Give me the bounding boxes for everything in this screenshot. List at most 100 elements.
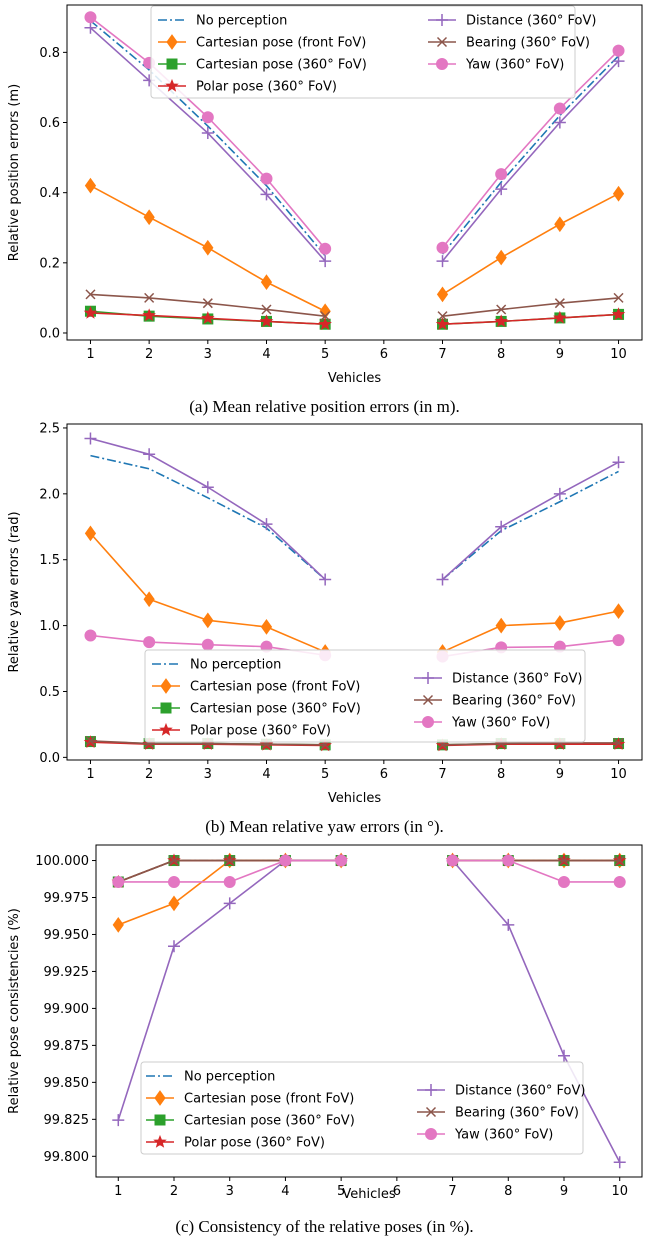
- y-tick-label: 99.900: [44, 1002, 90, 1017]
- data-point: [553, 102, 566, 115]
- data-point: [553, 487, 566, 500]
- legend-marker: [425, 1128, 437, 1140]
- y-tick-label: 2.5: [39, 421, 60, 436]
- series-line: [89, 20, 326, 257]
- series-line: [90, 437, 326, 581]
- data-point: [319, 255, 332, 268]
- data-point: [436, 573, 449, 586]
- data-point: [223, 875, 236, 888]
- data-point: [261, 304, 272, 315]
- legend-marker: [422, 694, 434, 706]
- figure-caption: (a) Mean relative position errors (in m)…: [189, 397, 460, 416]
- data-point: [260, 274, 273, 290]
- data-point: [143, 591, 155, 608]
- y-axis-label: Relative yaw errors (rad): [7, 511, 22, 672]
- data-point: [612, 44, 625, 57]
- axes-frame: [95, 844, 643, 1178]
- legend-marker: [166, 58, 178, 70]
- series-distance-360-fov: [84, 432, 625, 586]
- x-tick-label: 9: [556, 347, 564, 362]
- x-tick-label: 5: [321, 347, 329, 362]
- x-tick-label: 3: [226, 1184, 234, 1199]
- series-line: [451, 860, 621, 1163]
- data-point: [494, 314, 508, 328]
- x-tick-label: 10: [610, 767, 627, 782]
- data-point: [202, 298, 213, 309]
- y-tick-label: 99.975: [44, 891, 90, 906]
- data-point: [223, 897, 236, 910]
- data-point: [83, 305, 98, 319]
- legend: No perception Cartesian pose (front FoV) C…: [150, 5, 596, 99]
- y-axis-label: Relative pose consistencies (%): [7, 908, 22, 1114]
- legend: No perception Cartesian pose (front FoV) C…: [144, 649, 586, 743]
- data-point: [612, 603, 625, 619]
- legend-label: Polar pose (360° FoV): [196, 80, 337, 95]
- x-tick-label: 7: [438, 767, 446, 782]
- data-point: [554, 298, 565, 309]
- data-point: [436, 255, 449, 268]
- x-tick-label: 9: [560, 1184, 568, 1199]
- data-point: [614, 855, 625, 866]
- legend-label: Bearing (360° FoV): [466, 36, 590, 51]
- y-tick-label: 2.0: [39, 487, 60, 502]
- legend-marker: [160, 678, 172, 694]
- legend-box: [144, 649, 586, 743]
- series-line: [442, 297, 619, 317]
- y-tick-label: 99.925: [44, 965, 90, 980]
- legend-label: Yaw (360° FoV): [451, 716, 550, 731]
- series-line: [442, 313, 619, 326]
- data-point: [502, 854, 515, 867]
- data-point: [112, 875, 125, 888]
- x-tick-label: 2: [170, 1184, 178, 1199]
- data-point: [202, 239, 214, 256]
- data-point: [168, 875, 180, 888]
- series-no-perception: [118, 859, 620, 883]
- data-point: [435, 317, 450, 330]
- x-tick-label: 1: [114, 1184, 122, 1199]
- series-line: [441, 50, 620, 249]
- data-point: [553, 310, 567, 324]
- x-tick-label: 8: [497, 767, 505, 782]
- data-point: [319, 573, 332, 586]
- figure-caption: (b) Mean relative yaw errors (in °).: [205, 817, 444, 836]
- legend-label: Bearing (360° FoV): [455, 1106, 579, 1121]
- x-tick-label: 7: [448, 1184, 456, 1199]
- data-point: [446, 854, 459, 867]
- data-point: [613, 1156, 626, 1169]
- data-point: [502, 918, 515, 931]
- legend-label: Cartesian pose (360° FoV): [196, 58, 367, 73]
- data-point: [611, 307, 626, 321]
- legend-marker: [166, 34, 178, 50]
- x-tick-label: 3: [204, 347, 212, 362]
- legend-label: Distance (360° FoV): [452, 672, 582, 687]
- x-tick-label: 1: [86, 767, 94, 782]
- y-tick-label: 99.800: [44, 1150, 90, 1165]
- series-line: [441, 60, 620, 262]
- data-point: [437, 311, 448, 322]
- data-point: [260, 518, 273, 531]
- x-tick-label: 5: [337, 1184, 345, 1199]
- series-distance-360-fov: [84, 21, 625, 268]
- series-polar-pose-360-fov: [83, 305, 626, 330]
- legend-label: No perception: [190, 658, 281, 673]
- legend-marker: [425, 1106, 437, 1118]
- data-point: [554, 615, 566, 631]
- data-point: [201, 111, 214, 124]
- y-tick-label: 99.875: [44, 1039, 90, 1054]
- data-point: [335, 854, 348, 867]
- y-tick-label: 100.000: [35, 854, 89, 869]
- y-tick-label: 0.5: [39, 685, 60, 700]
- x-tick-label: 10: [611, 1184, 628, 1199]
- data-point: [558, 875, 570, 888]
- x-tick-label: 6: [380, 767, 388, 782]
- data-point: [85, 289, 96, 300]
- legend-box: [140, 1061, 584, 1155]
- data-point: [112, 916, 124, 933]
- data-point: [84, 629, 97, 642]
- x-tick-label: 4: [281, 1184, 289, 1199]
- data-point: [612, 634, 625, 647]
- y-tick-label: 0.0: [39, 326, 60, 341]
- legend-marker: [436, 58, 448, 70]
- data-point: [436, 241, 449, 254]
